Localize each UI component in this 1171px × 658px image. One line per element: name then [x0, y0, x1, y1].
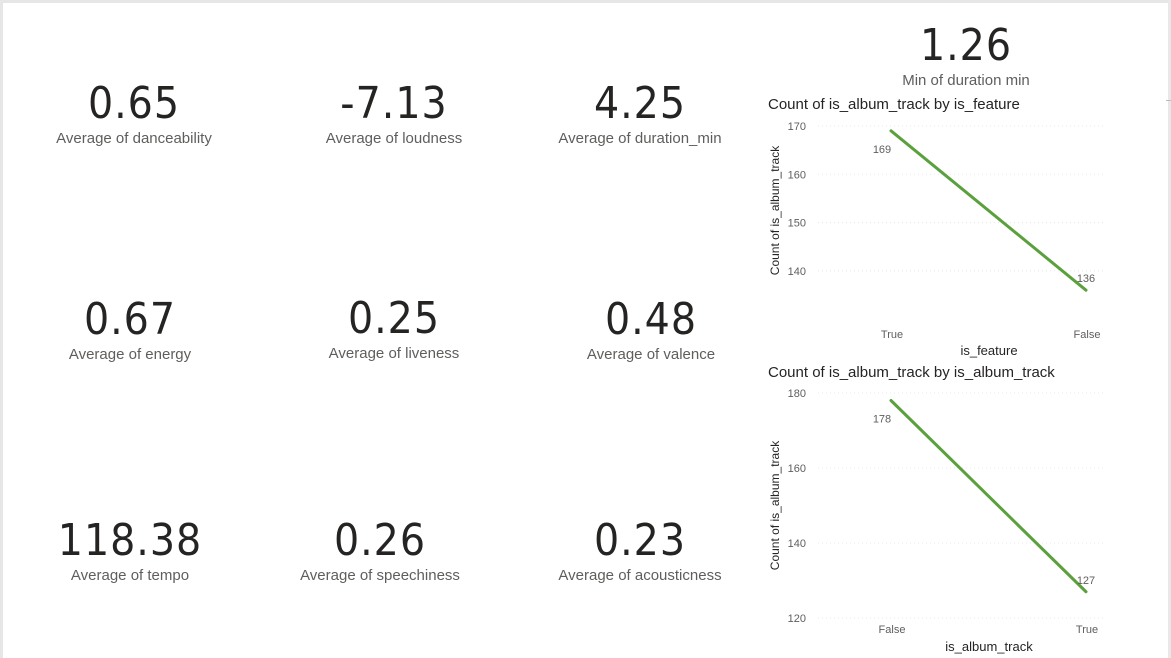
y-axis-title: Count of is_album_track: [768, 440, 782, 570]
series-line: [889, 129, 1088, 292]
chart-title: Count of is_album_track by is_album_trac…: [768, 364, 1055, 381]
y-tick-label: 140: [788, 266, 806, 278]
x-tick-label: True: [1076, 624, 1098, 636]
y-tick-label: 160: [788, 463, 806, 475]
line-chart-is-album-track[interactable]: 180 160 140 120 Count of is_album_track 178 12…: [760, 384, 1130, 656]
line-chart-is-feature[interactable]: 170 160 150 140 Count of is_album_track 169 13…: [760, 116, 1130, 362]
chart-title: Count of is_album_track by is_feature: [768, 96, 1020, 113]
card-value: 4.25: [593, 78, 687, 129]
card-value: 0.48: [604, 294, 698, 345]
card-label: Min of duration min: [902, 72, 1030, 89]
canvas-top-border: [0, 0, 1171, 3]
card-tempo[interactable]: 118.38 Average of tempo: [30, 515, 230, 585]
data-label: 169: [873, 144, 891, 156]
data-label: 136: [1077, 273, 1095, 285]
card-value: 0.26: [333, 515, 427, 566]
card-value: 1.26: [919, 20, 1013, 71]
x-tick-label: False: [879, 624, 906, 636]
y-axis-title: Count of is_album_track: [768, 145, 782, 275]
card-label: Average of duration_min: [558, 130, 722, 147]
card-value: 0.23: [593, 515, 687, 566]
card-value: 0.67: [83, 294, 177, 345]
y-tick-label: 160: [788, 169, 806, 181]
card-value: 118.38: [57, 515, 203, 566]
series-line: [889, 399, 1088, 594]
y-tick-label: 120: [788, 613, 806, 625]
x-tick-label: False: [1074, 329, 1101, 341]
card-value: 0.25: [347, 293, 441, 344]
y-tick-label: 180: [788, 388, 806, 400]
card-danceability[interactable]: 0.65 Average of danceability: [34, 78, 234, 148]
card-speechiness[interactable]: 0.26 Average of speechiness: [280, 515, 480, 585]
card-label: Average of acousticness: [558, 567, 722, 584]
canvas-right-border[interactable]: [1168, 0, 1171, 658]
card-duration-avg[interactable]: 4.25 Average of duration_min: [540, 78, 740, 148]
y-tick-label: 170: [788, 121, 806, 133]
x-axis-title: is_album_track: [945, 639, 1033, 654]
card-label: Average of loudness: [325, 130, 463, 147]
card-label: Average of valence: [586, 346, 716, 363]
card-liveness[interactable]: 0.25 Average of liveness: [294, 293, 494, 363]
x-tick-label: True: [881, 329, 903, 341]
card-label: Average of energy: [68, 346, 192, 363]
card-label: Average of tempo: [70, 567, 190, 584]
card-energy[interactable]: 0.67 Average of energy: [30, 294, 230, 364]
card-valence[interactable]: 0.48 Average of valence: [551, 294, 751, 364]
y-tick-label: 150: [788, 218, 806, 230]
card-label: Average of speechiness: [300, 567, 460, 584]
card-acousticness[interactable]: 0.23 Average of acousticness: [540, 515, 740, 585]
resize-handle[interactable]: [1166, 100, 1171, 101]
x-axis-title: is_feature: [960, 343, 1017, 358]
y-tick-label: 140: [788, 538, 806, 550]
card-label: Average of danceability: [56, 130, 212, 147]
canvas-left-border: [0, 0, 3, 658]
card-loudness[interactable]: -7.13 Average of loudness: [294, 78, 494, 148]
card-duration-min[interactable]: 1.26 Min of duration min: [866, 20, 1066, 90]
data-label: 178: [873, 414, 891, 426]
data-label: 127: [1077, 575, 1095, 587]
card-value: 0.65: [87, 78, 181, 129]
card-label: Average of liveness: [328, 345, 460, 362]
card-value: -7.13: [340, 78, 448, 129]
